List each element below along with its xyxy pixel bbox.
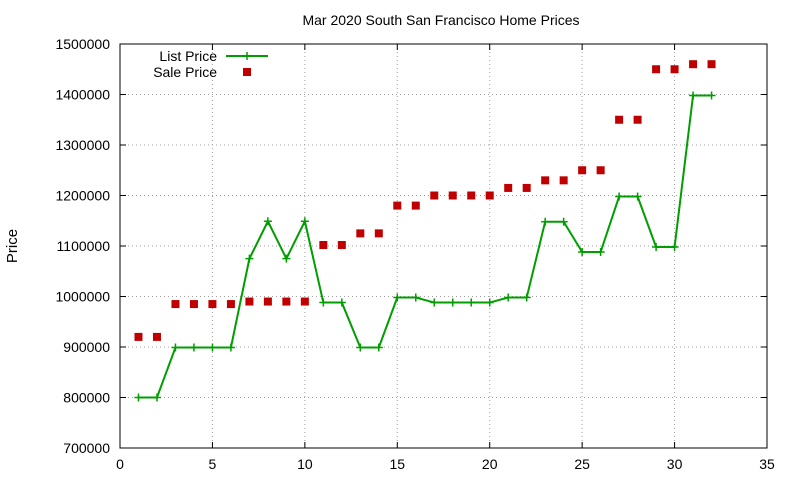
- legend-swatch-marker: [243, 52, 251, 60]
- series-list-price: [134, 91, 716, 402]
- sale-price-point: [374, 229, 383, 238]
- series-sale-price: [134, 60, 716, 341]
- sale-price-point: [652, 65, 661, 74]
- y-tick-label: 700000: [63, 440, 110, 456]
- y-tick-label: 800000: [63, 390, 110, 406]
- sale-price-point: [189, 300, 198, 309]
- sale-price-point: [596, 166, 605, 175]
- legend-label: Sale Price: [153, 64, 217, 80]
- list-price-point: [707, 91, 716, 100]
- list-price-point: [226, 343, 235, 352]
- list-price-point: [374, 343, 383, 352]
- list-price-line: [138, 94, 712, 399]
- x-tick-label: 35: [759, 456, 775, 472]
- sale-price-point: [282, 297, 291, 306]
- y-tick-label: 1500000: [55, 36, 110, 52]
- y-tick-label: 1300000: [55, 137, 110, 153]
- sale-price-point: [319, 240, 328, 249]
- list-price-point: [263, 217, 272, 226]
- chart-title: Mar 2020 South San Francisco Home Prices: [302, 12, 579, 28]
- x-tick-label: 0: [116, 456, 124, 472]
- list-price-point: [485, 298, 494, 307]
- sale-price-point: [356, 229, 365, 238]
- sale-price-point: [411, 201, 420, 210]
- sale-price-point: [541, 176, 550, 185]
- axis-ticks: 0 5 10 15 20 25 30 35 700000 800000 900000 1000000 1…: [55, 36, 775, 472]
- list-price-point: [208, 343, 217, 352]
- sale-price-point: [522, 183, 531, 192]
- sale-price-point: [430, 191, 439, 200]
- sale-price-point: [504, 183, 513, 192]
- list-price-point: [615, 192, 624, 201]
- sale-price-point: [707, 60, 716, 69]
- sale-price-point: [134, 332, 143, 341]
- sale-price-point: [300, 297, 309, 306]
- list-price-point: [319, 298, 328, 307]
- sale-price-point: [559, 176, 568, 185]
- sale-price-point: [448, 191, 457, 200]
- list-price-point: [134, 393, 143, 402]
- y-axis-label: Price: [4, 229, 21, 263]
- sale-price-point: [670, 65, 679, 74]
- series-layer: [134, 60, 716, 402]
- y-tick-label: 1200000: [55, 188, 110, 204]
- sale-price-point: [689, 60, 698, 69]
- list-price-point: [411, 293, 420, 302]
- sale-price-point: [208, 300, 217, 309]
- list-price-point: [559, 217, 568, 226]
- x-tick-label: 10: [297, 456, 313, 472]
- list-price-point: [189, 343, 198, 352]
- sale-price-point: [226, 300, 235, 309]
- list-price-point: [670, 243, 679, 252]
- x-tick-label: 30: [667, 456, 683, 472]
- x-tick-label: 25: [574, 456, 590, 472]
- list-price-point: [152, 393, 161, 402]
- sale-price-point: [337, 240, 346, 249]
- list-price-point: [337, 298, 346, 307]
- list-price-point: [467, 298, 476, 307]
- grid-lines: [120, 44, 767, 448]
- plot-frame: [119, 43, 768, 449]
- list-price-point: [448, 298, 457, 307]
- list-price-point: [596, 248, 605, 257]
- list-price-point: [652, 243, 661, 252]
- list-price-point: [578, 248, 587, 257]
- list-price-point: [430, 298, 439, 307]
- y-tick-label: 1000000: [55, 289, 110, 305]
- legend-label: List Price: [159, 48, 217, 64]
- list-price-point: [541, 217, 550, 226]
- list-price-point: [356, 343, 365, 352]
- list-price-point: [393, 293, 402, 302]
- sale-price-point: [152, 332, 161, 341]
- sale-price-point: [263, 297, 272, 306]
- list-price-point: [171, 343, 180, 352]
- list-price-point: [245, 254, 254, 263]
- sale-price-point: [615, 115, 624, 124]
- x-tick-label: 5: [209, 456, 217, 472]
- list-price-point: [300, 217, 309, 226]
- sale-price-point: [393, 201, 402, 210]
- sale-price-point: [171, 300, 180, 309]
- list-price-point: [504, 293, 513, 302]
- x-tick-label: 15: [389, 456, 405, 472]
- sale-price-point: [485, 191, 494, 200]
- sale-price-point: [633, 115, 642, 124]
- y-tick-label: 1100000: [57, 238, 111, 254]
- list-price-point: [633, 192, 642, 201]
- list-price-point: [689, 91, 698, 100]
- y-tick-label: 900000: [63, 339, 110, 355]
- x-tick-label: 20: [482, 456, 498, 472]
- list-price-point: [282, 254, 291, 263]
- y-tick-label: 1400000: [55, 87, 110, 103]
- sale-price-point: [245, 297, 254, 306]
- list-price-point: [522, 293, 531, 302]
- sale-price-point: [467, 191, 476, 200]
- sale-price-point: [578, 166, 587, 175]
- legend-swatch-marker: [243, 68, 251, 76]
